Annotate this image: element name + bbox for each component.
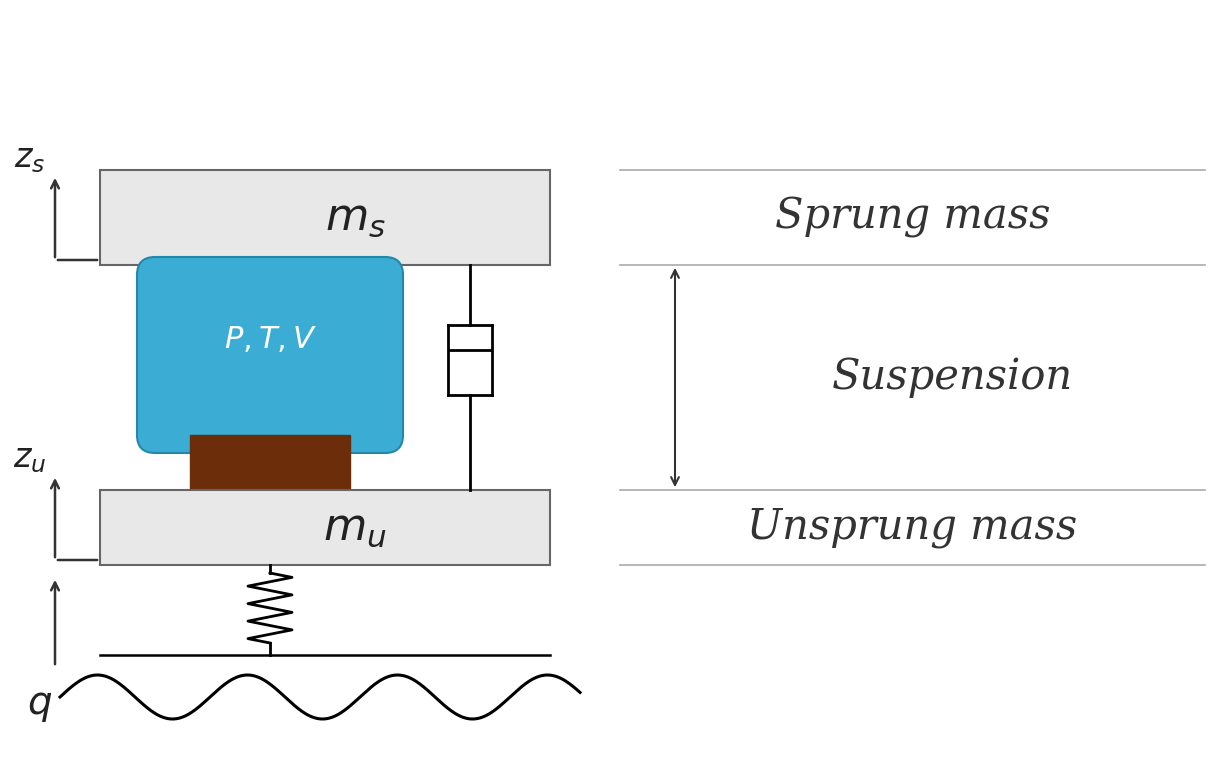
Bar — [190, 435, 350, 490]
Text: $z_s$: $z_s$ — [15, 143, 46, 175]
Text: $z_u$: $z_u$ — [13, 443, 47, 475]
Bar — [101, 170, 550, 265]
Text: $q$: $q$ — [28, 687, 52, 724]
FancyBboxPatch shape — [137, 257, 404, 453]
Text: Sprung mass: Sprung mass — [774, 197, 1051, 239]
Text: $m_s$: $m_s$ — [325, 196, 385, 239]
Text: $m_u$: $m_u$ — [324, 506, 387, 549]
Text: Suspension: Suspension — [831, 356, 1073, 399]
Bar — [101, 490, 550, 565]
Text: Unsprung mass: Unsprung mass — [748, 506, 1077, 548]
Bar — [150, 265, 390, 275]
Text: $P, T, V$: $P, T, V$ — [223, 324, 316, 356]
